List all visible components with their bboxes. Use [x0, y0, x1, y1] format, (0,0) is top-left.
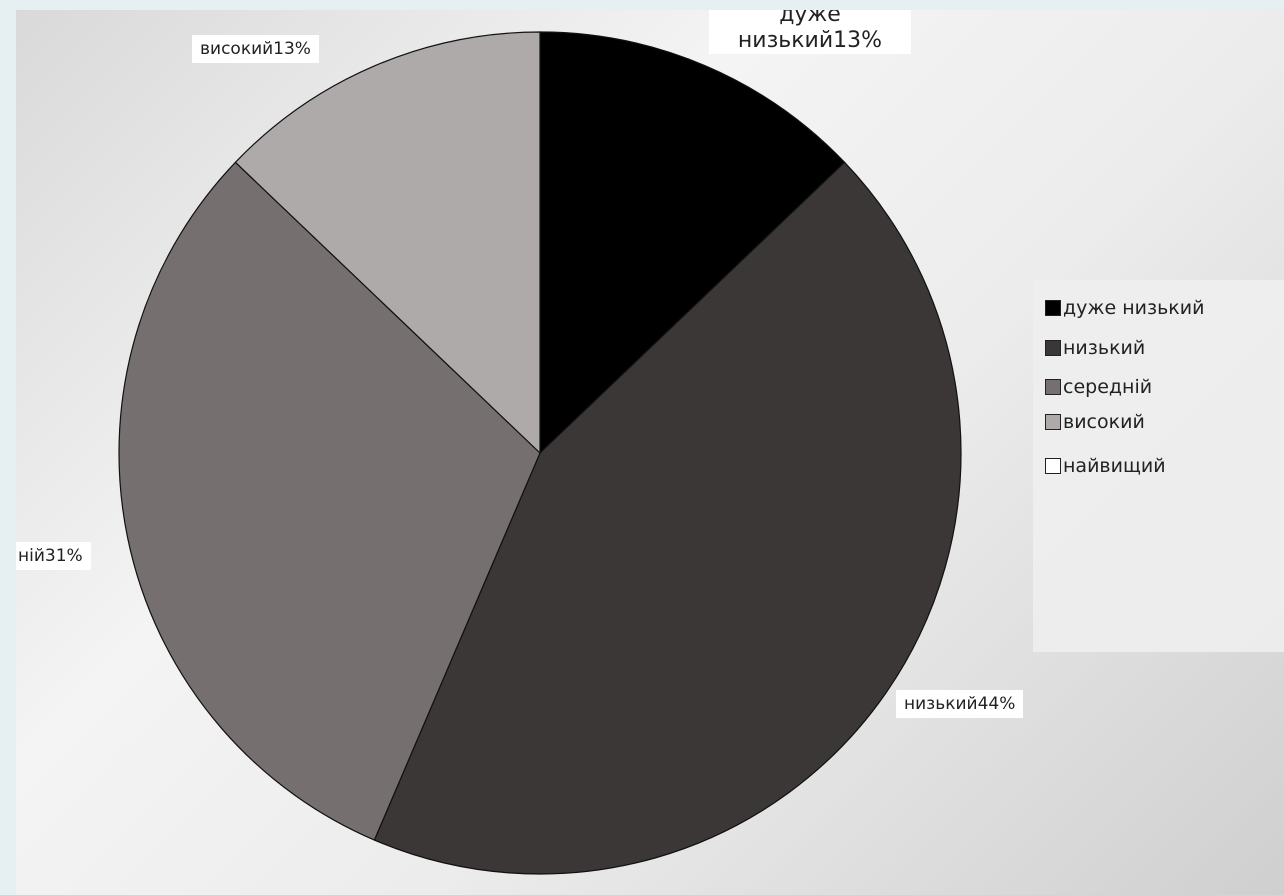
- legend-item-very-low: дуже низький: [1045, 296, 1204, 320]
- data-label-low: низький44%: [896, 690, 1024, 718]
- legend-swatch-highest: [1045, 458, 1061, 474]
- pie-slice-very-low: [539, 31, 846, 455]
- legend-item-highest: найвищий: [1045, 454, 1166, 478]
- legend-swatch-very-low: [1045, 300, 1061, 316]
- data-label-very-low: дуже низький13%: [709, 10, 911, 54]
- legend-label: високий: [1063, 411, 1145, 433]
- legend: дуже низький низький середній високий на…: [1033, 280, 1284, 652]
- legend-swatch-low: [1045, 340, 1061, 356]
- legend-label: дуже низький: [1063, 297, 1205, 319]
- pie-slice-high: [234, 31, 541, 455]
- legend-item-high: високий: [1045, 410, 1145, 434]
- pie-slice-medium: [118, 161, 541, 841]
- legend-swatch-high: [1045, 414, 1061, 430]
- data-label-high: високий13%: [192, 35, 319, 63]
- legend-label: найвищий: [1063, 455, 1166, 477]
- legend-swatch-medium: [1045, 379, 1061, 395]
- legend-label: низький: [1063, 337, 1146, 359]
- data-label-medium: ній31%: [16, 542, 91, 570]
- pie-chart: [118, 31, 962, 875]
- pie-slice-low: [373, 161, 962, 875]
- legend-item-low: низький: [1045, 336, 1145, 360]
- legend-item-medium: середній: [1045, 375, 1152, 399]
- legend-label: середній: [1063, 376, 1153, 398]
- chart-area: дуже низький13% високий13% ній31% низьки…: [16, 10, 1284, 895]
